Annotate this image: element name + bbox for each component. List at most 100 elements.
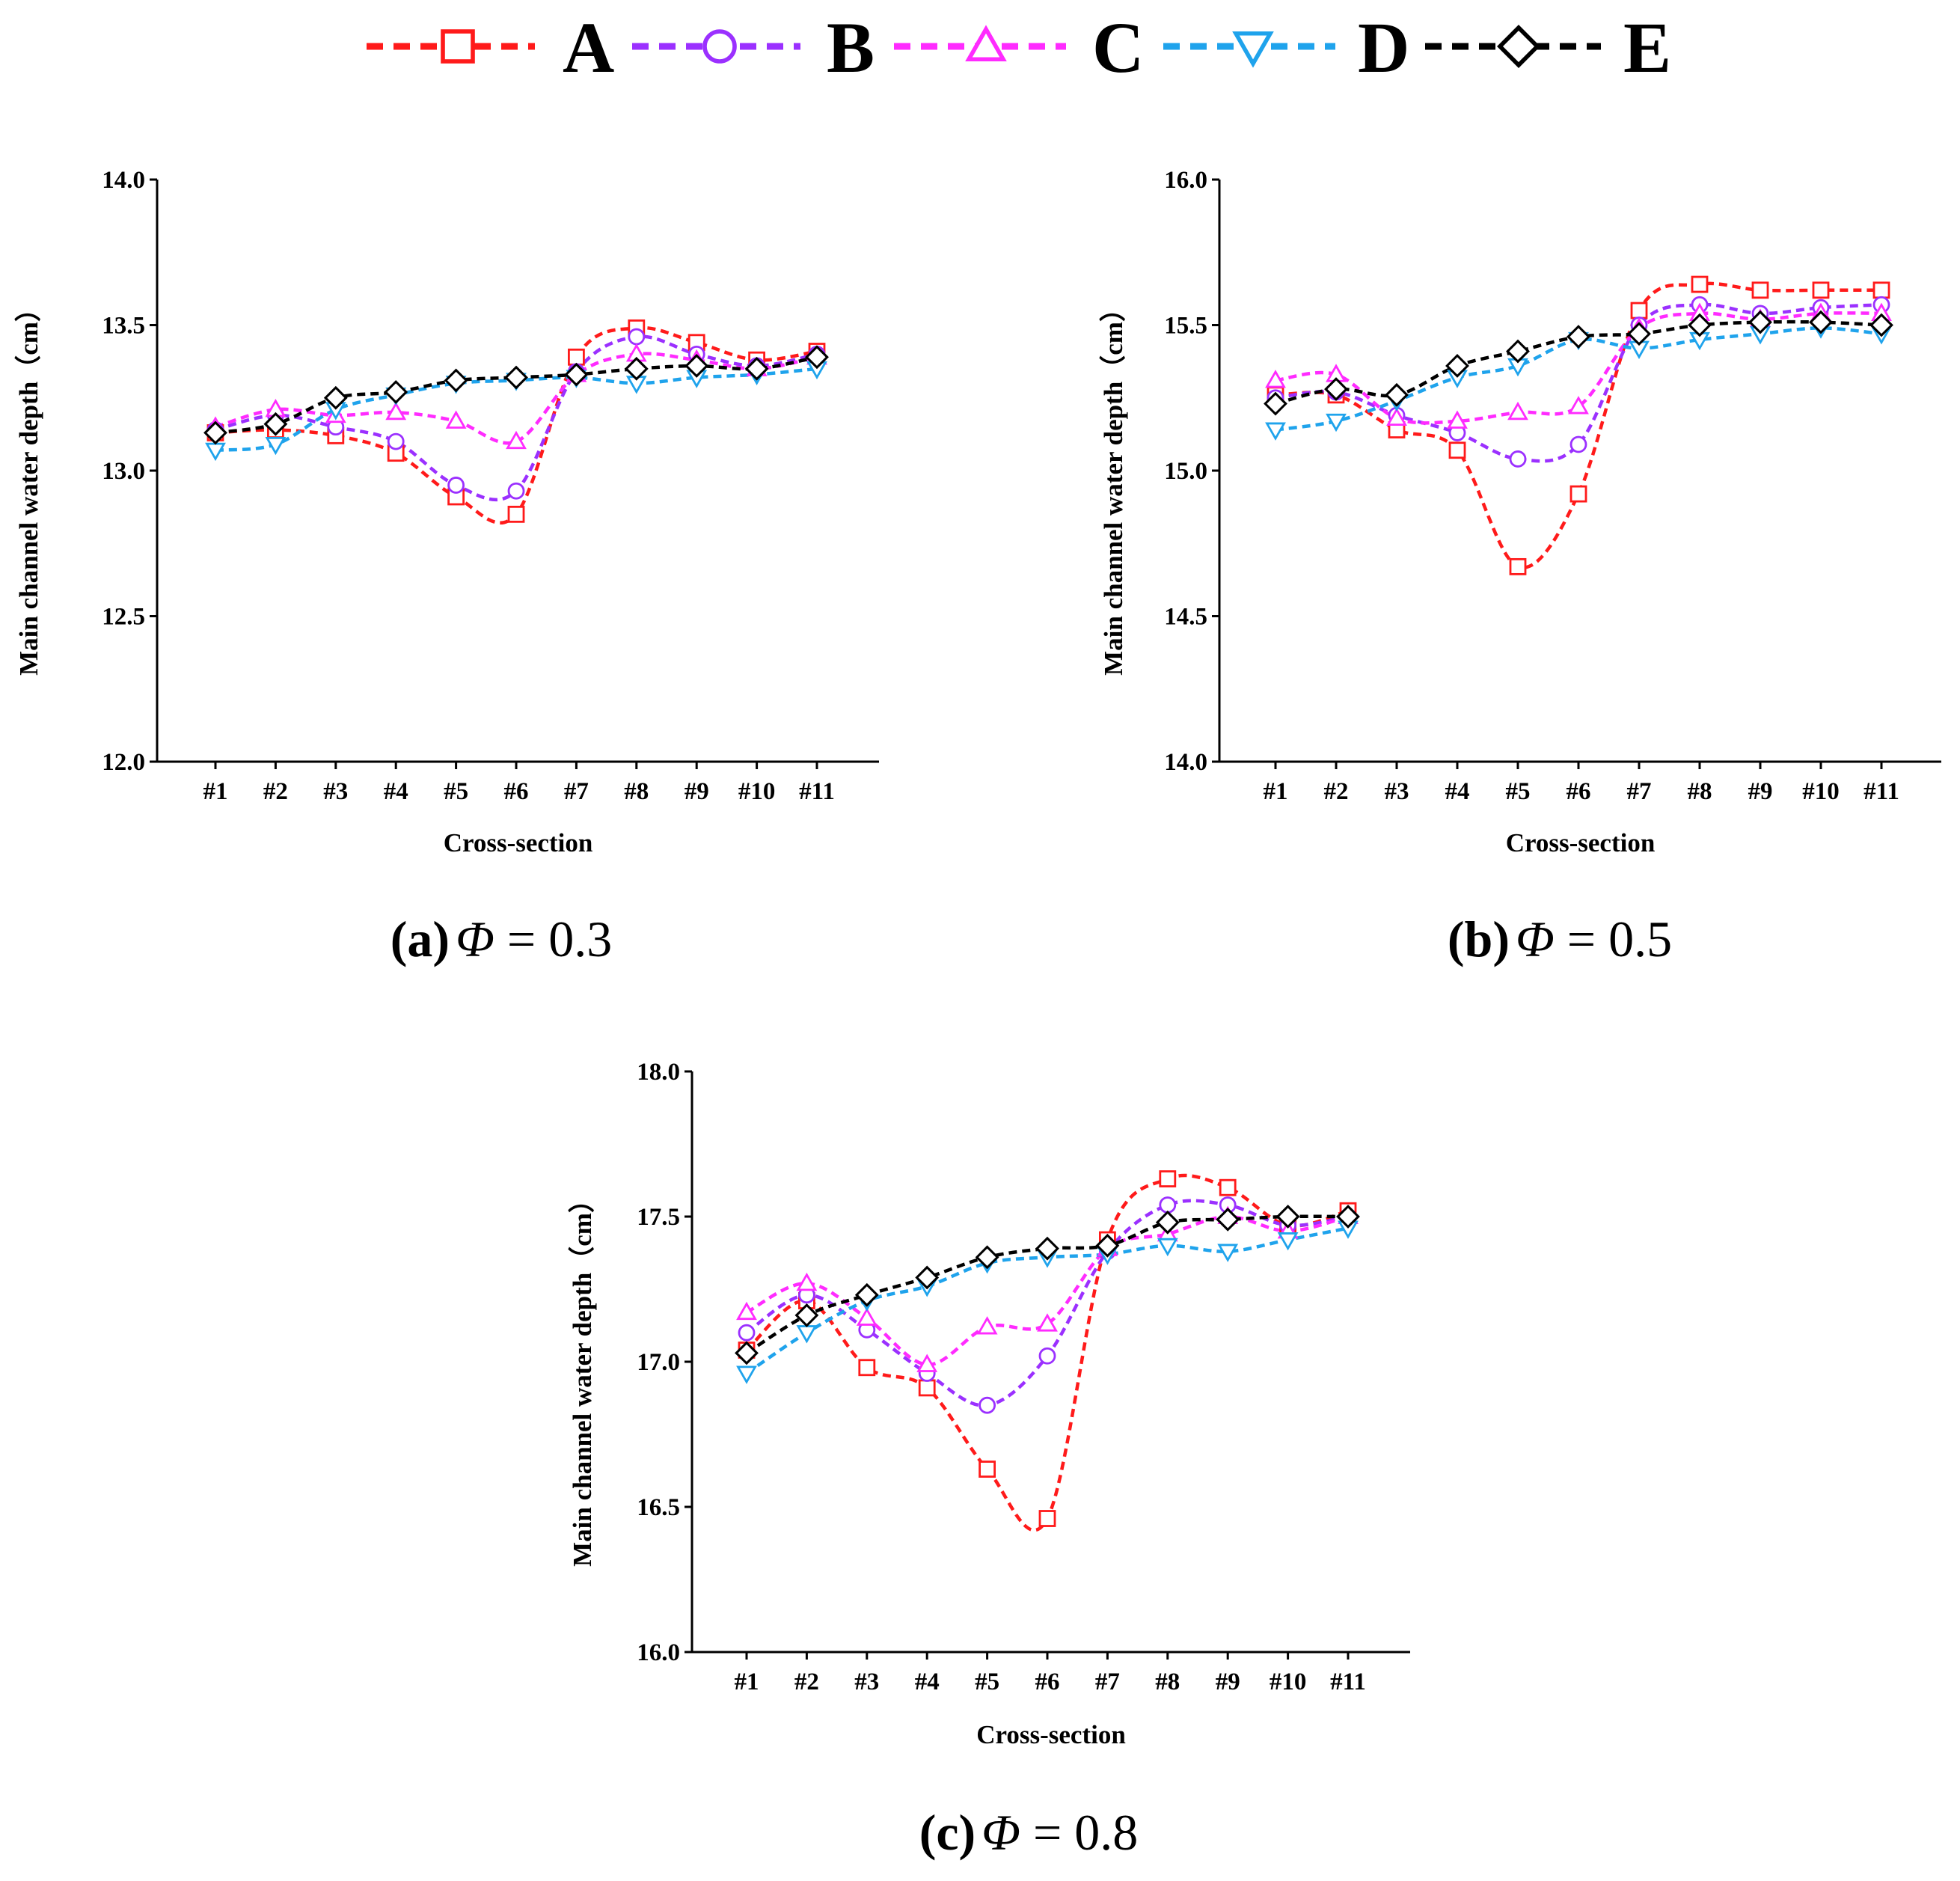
data-point xyxy=(265,436,287,456)
x-tick-label: #10 xyxy=(738,778,776,805)
y-tick-label: 15.0 xyxy=(1164,458,1207,485)
series-markers-a xyxy=(1267,275,1890,575)
x-axis-title: Cross-section xyxy=(976,1720,1126,1749)
legend-label: A xyxy=(563,7,614,88)
y-tick-label: 15.5 xyxy=(1164,313,1207,340)
chart-panel-a: 12.0 12.5 13.0 13.5 14.0 #1 #2 #3 #4 #5 #6 #7 #8 #9 #1… xyxy=(14,167,879,967)
x-tick-label: #7 xyxy=(564,778,589,805)
x-tick-label: #2 xyxy=(263,778,288,805)
data-point xyxy=(1037,1313,1058,1332)
data-point xyxy=(1448,441,1466,459)
data-point xyxy=(1216,1207,1240,1232)
legend-label: E xyxy=(1623,7,1671,88)
caption-value: = 0.8 xyxy=(1020,1804,1138,1861)
x-tick-label: #10 xyxy=(1270,1669,1307,1695)
x-tick-label: #4 xyxy=(915,1669,940,1695)
x-tick-label: #5 xyxy=(1506,778,1531,805)
legend-item-a: A xyxy=(367,7,614,88)
caption-letter: (a) xyxy=(391,911,450,967)
legend-label: D xyxy=(1358,7,1409,88)
data-point xyxy=(915,1265,940,1290)
data-point xyxy=(916,1354,938,1372)
data-point xyxy=(744,356,769,381)
data-point xyxy=(507,505,525,523)
data-point xyxy=(735,1341,759,1365)
data-point xyxy=(1507,401,1528,420)
y-tick-label: 13.0 xyxy=(102,458,145,485)
x-tick-label: #5 xyxy=(975,1669,999,1695)
data-point xyxy=(858,1359,876,1377)
legend-marker-triangle-down xyxy=(1232,31,1274,68)
data-point xyxy=(323,385,348,410)
data-point xyxy=(1748,310,1772,334)
legend-item-e: E xyxy=(1425,7,1671,88)
y-tick-label: 12.0 xyxy=(102,749,145,776)
data-point xyxy=(1038,1510,1056,1527)
data-point xyxy=(628,328,646,346)
x-tick-label: #8 xyxy=(1155,1669,1180,1695)
legend-item-c: C xyxy=(894,7,1144,88)
x-tick-label: #11 xyxy=(799,778,835,805)
data-point xyxy=(1219,1178,1237,1196)
x-axis-title: Cross-section xyxy=(444,828,593,857)
x-tick-label: #9 xyxy=(1216,1669,1240,1695)
x-tick-label: #2 xyxy=(1324,778,1349,805)
y-tick-label: 16.5 xyxy=(637,1494,680,1521)
caption-letter: (b) xyxy=(1448,911,1510,967)
data-point xyxy=(507,482,525,500)
data-point xyxy=(1159,1170,1177,1187)
caption-value: = 0.3 xyxy=(494,911,612,967)
data-point xyxy=(1159,1196,1177,1214)
x-tick-label: #7 xyxy=(1627,778,1652,805)
data-point xyxy=(1095,1233,1120,1258)
y-axis-title: Main channel water depth（cm） xyxy=(1099,296,1128,676)
data-point xyxy=(1568,396,1589,415)
y-tick-label: 14.0 xyxy=(1164,749,1207,776)
data-point xyxy=(856,1307,878,1326)
data-point xyxy=(1385,382,1409,407)
legend-marker-diamond xyxy=(1497,25,1540,68)
x-tick-label: #5 xyxy=(444,778,468,805)
data-point xyxy=(1506,339,1530,364)
y-tick-label: 14.0 xyxy=(102,167,145,194)
data-point xyxy=(1630,302,1648,319)
data-point xyxy=(979,1461,996,1478)
y-tick-label: 18.0 xyxy=(637,1059,680,1086)
panel-caption: (a) Φ = 0.3 xyxy=(391,911,612,967)
data-point xyxy=(564,362,589,387)
data-point xyxy=(1691,275,1709,293)
data-point xyxy=(794,1303,819,1327)
data-point xyxy=(445,410,467,429)
x-tick-label: #1 xyxy=(735,1669,759,1695)
caption-phi: Φ xyxy=(981,1804,1020,1861)
series-markers-e xyxy=(735,1205,1360,1365)
series-markers-c xyxy=(736,1205,1359,1372)
data-point xyxy=(1688,313,1712,337)
data-point xyxy=(976,1316,998,1335)
data-point xyxy=(1869,313,1893,337)
data-point xyxy=(1326,413,1347,432)
x-tick-label: #8 xyxy=(624,778,649,805)
data-point xyxy=(506,430,527,450)
y-tick-label: 12.5 xyxy=(102,604,145,631)
data-point xyxy=(1265,370,1286,388)
data-point xyxy=(568,348,585,366)
panel-caption: (c) Φ = 0.8 xyxy=(919,1804,1139,1861)
data-point xyxy=(624,356,649,381)
data-point xyxy=(796,1272,818,1291)
data-point xyxy=(918,1379,936,1397)
data-point xyxy=(1809,310,1833,334)
legend-label: C xyxy=(1092,7,1144,88)
caption-phi: Φ xyxy=(1516,911,1555,967)
legend-marker-square xyxy=(441,29,475,64)
y-axis-title: Main channel water depth（cm） xyxy=(568,1187,597,1567)
data-point xyxy=(1265,422,1286,441)
data-point xyxy=(203,420,227,445)
data-point xyxy=(1155,1210,1180,1235)
data-point xyxy=(1038,1347,1056,1365)
x-tick-label: #3 xyxy=(1385,778,1409,805)
data-point xyxy=(1751,281,1769,299)
data-point xyxy=(736,1301,757,1321)
legend: A B C D E xyxy=(367,7,1671,88)
data-point xyxy=(805,345,829,370)
